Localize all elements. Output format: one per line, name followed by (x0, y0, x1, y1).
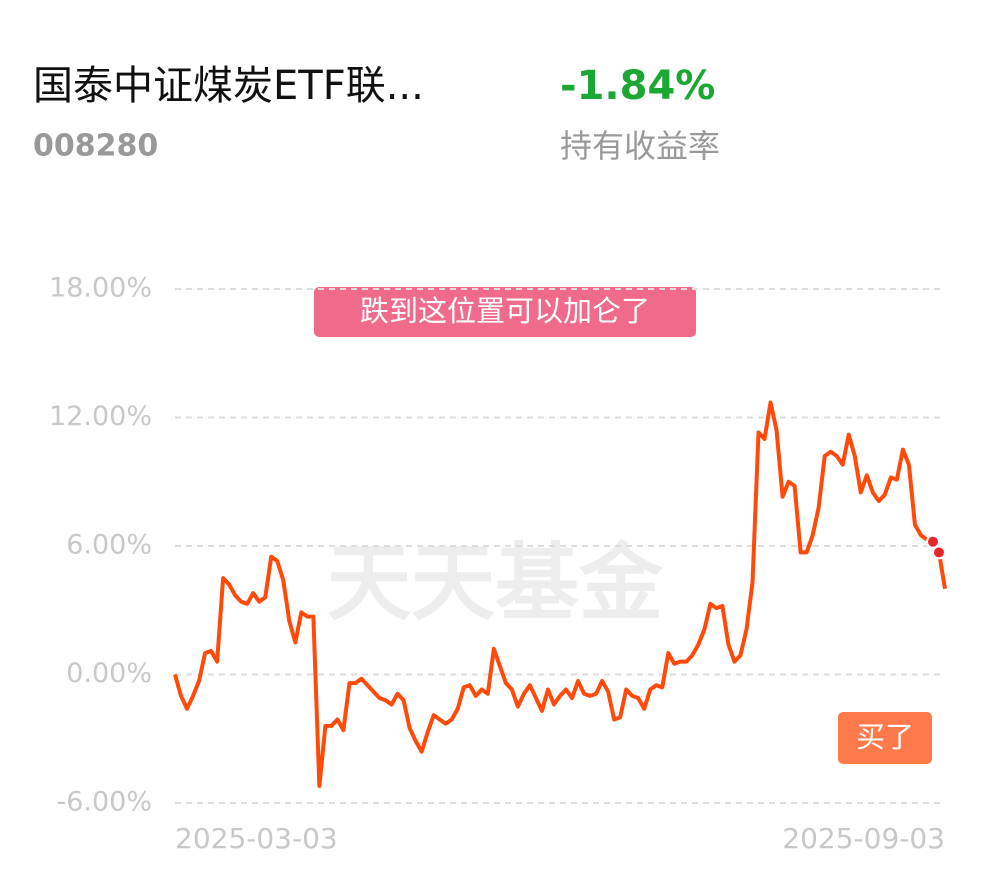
y-tick-label: -6.00% (56, 787, 152, 818)
annotation: 跌到这位置可以加仑了 (360, 294, 650, 328)
annotation: 买了 (856, 720, 914, 754)
x-tick-label: 2025-03-03 (175, 822, 338, 855)
return-value: -1.84% (560, 63, 715, 109)
point-marker (925, 534, 940, 549)
annotation-box (314, 287, 696, 337)
y-tick-label: 18.00% (49, 273, 152, 304)
annotation-box (838, 712, 932, 764)
y-tick-label: 0.00% (66, 658, 152, 689)
fund-name: 国泰中证煤炭ETF联... (33, 63, 424, 109)
watermark: 天天基金 (327, 533, 664, 632)
y-tick-label: 12.00% (49, 401, 152, 432)
point-marker (931, 545, 946, 560)
y-tick-label: 6.00% (66, 530, 152, 561)
series-line (173, 400, 947, 788)
x-tick-label: 2025-09-03 (782, 822, 945, 855)
fund-code: 008280 (33, 129, 158, 164)
return-label: 持有收益率 (560, 127, 720, 165)
